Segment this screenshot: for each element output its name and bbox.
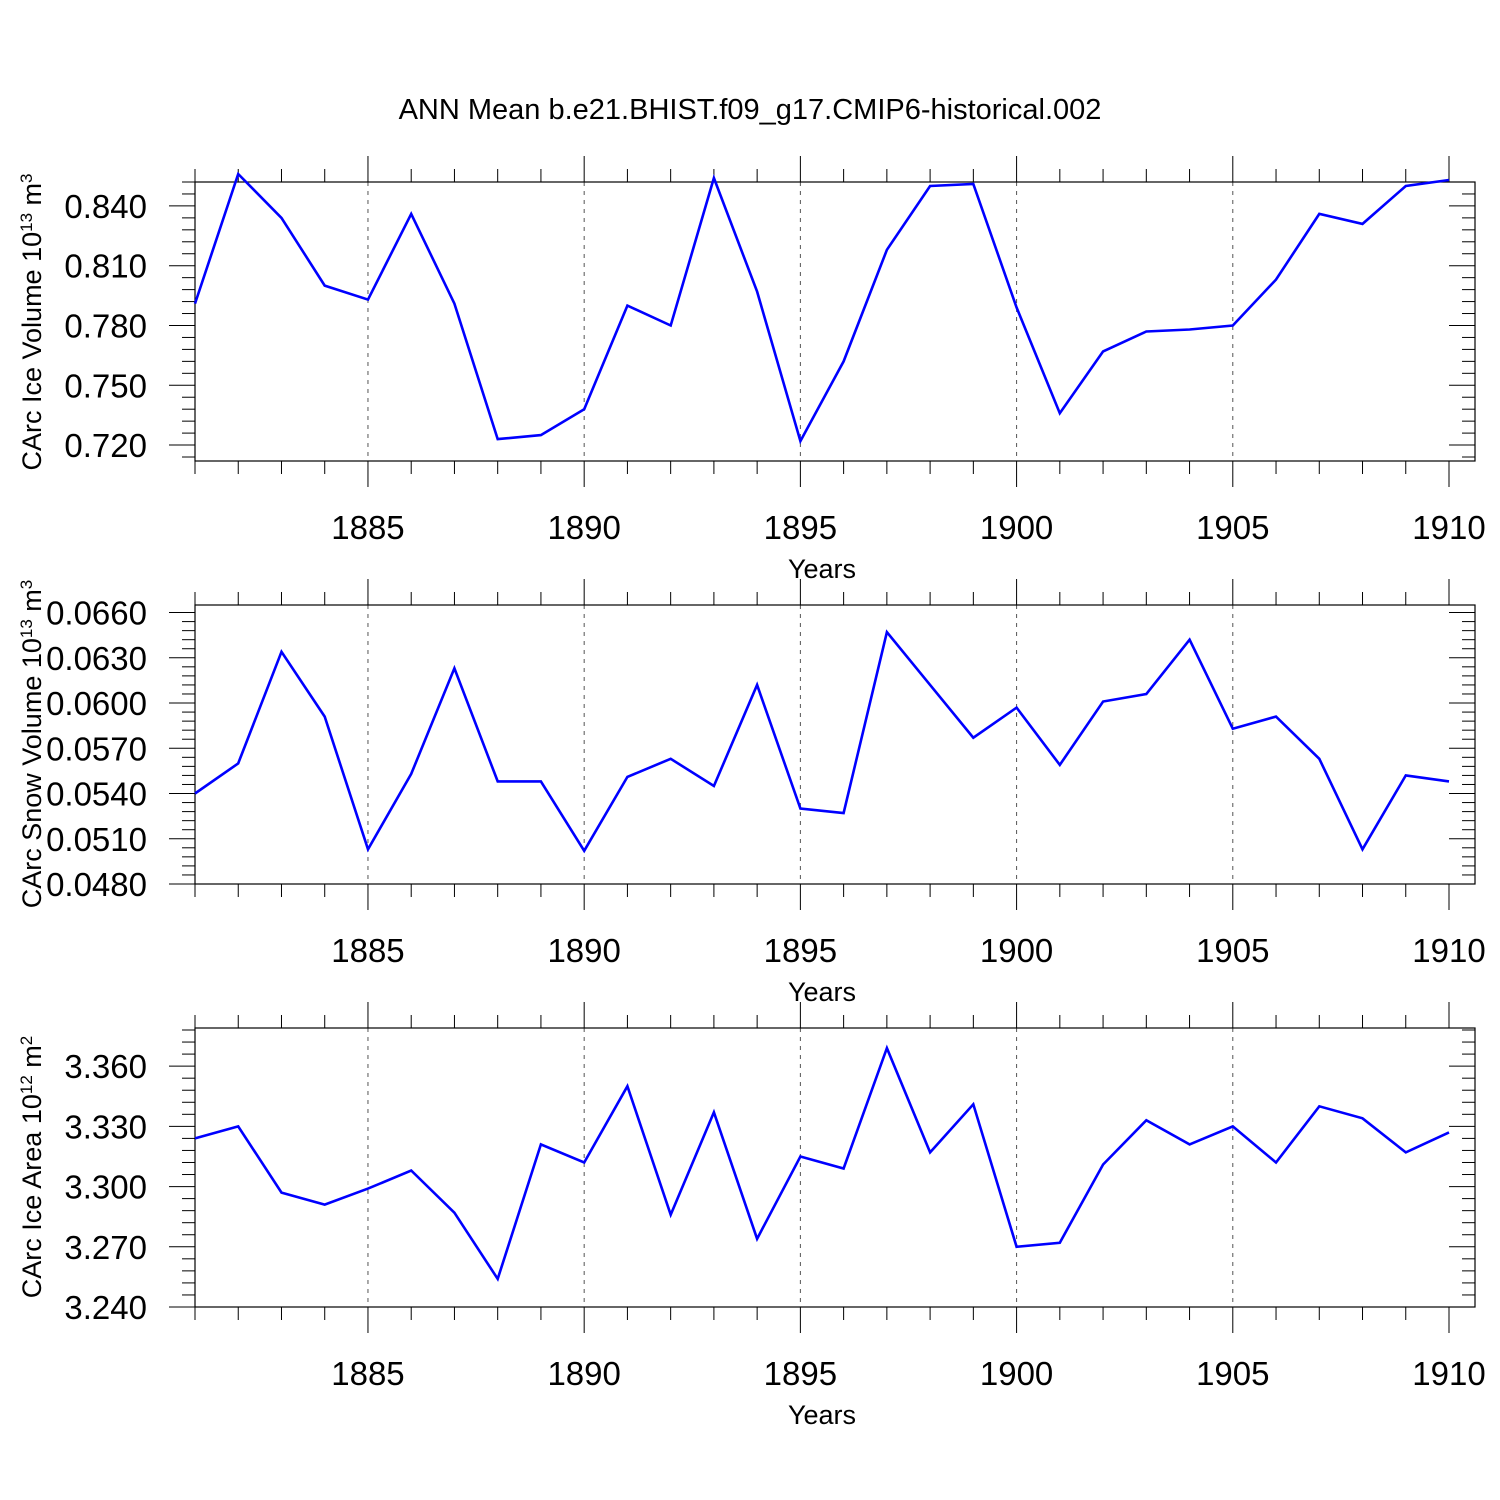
x-tick-label: 1895 — [764, 932, 837, 969]
x-axis-label: Years — [788, 977, 856, 1007]
x-tick-label: 1890 — [547, 932, 620, 969]
y-tick-label: 0.0660 — [46, 595, 147, 632]
x-tick-label: 1885 — [331, 1355, 404, 1392]
chart-panel-3: 3.240 3.270 3.300 3.330 3.360 1885 1890 1895 190… — [17, 1002, 1486, 1430]
plot-frame — [194, 604, 1476, 885]
y-tick-label: 0.0600 — [46, 685, 147, 722]
x-tick-label: 1895 — [764, 1355, 837, 1392]
y-tick-label: 0.0480 — [46, 866, 147, 903]
x-tick-label: 1900 — [980, 1355, 1053, 1392]
x-tick-label: 1900 — [980, 509, 1053, 546]
y-tick-label: 3.330 — [64, 1108, 147, 1145]
figure-title: ANN Mean b.e21.BHIST.f09_g17.CMIP6-histo… — [399, 94, 1102, 126]
x-axis-label: Years — [788, 554, 856, 584]
x-tick-label: 1885 — [331, 932, 404, 969]
y-tick-label: 0.0510 — [46, 821, 147, 858]
y-tick-label: 0.0570 — [46, 730, 147, 767]
y-tick-label: 0.720 — [64, 427, 147, 464]
series-line — [193, 171, 1450, 445]
y-tick-label: 0.750 — [64, 367, 147, 404]
series-line — [194, 629, 1450, 854]
y-tick-label: 0.0630 — [46, 640, 147, 677]
y-tick-label: 3.240 — [64, 1289, 147, 1326]
y-tick-label: 0.810 — [64, 248, 147, 285]
x-tick-label: 1900 — [980, 932, 1053, 969]
y-tick-label: 3.300 — [64, 1169, 147, 1206]
x-tick-label: 1910 — [1412, 932, 1485, 969]
y-tick-label: 3.360 — [64, 1048, 147, 1085]
y-axis-label: CArc Ice Area 1012 m2 — [17, 1036, 48, 1299]
x-axis-label: Years — [788, 1400, 856, 1430]
panels: 0.720 0.750 0.780 0.810 0.840 1885 1890 1895 190… — [17, 156, 1486, 1430]
y-tick-label: 0.780 — [64, 307, 147, 344]
plot-frame — [194, 1027, 1476, 1308]
chart-panel-2: 0.0480 0.0510 0.0540 0.0570 0.0600 0.0630 0.06… — [17, 579, 1486, 1007]
x-tick-label: 1890 — [547, 1355, 620, 1392]
x-tick-label: 1910 — [1412, 509, 1485, 546]
y-tick-label: 0.0540 — [46, 776, 147, 813]
x-tick-label: 1895 — [764, 509, 837, 546]
x-tick-label: 1890 — [547, 509, 620, 546]
y-axis-label: CArc Snow Volume 1013 m3 — [17, 580, 48, 909]
plot-frame — [194, 181, 1476, 462]
x-tick-label: 1885 — [331, 509, 404, 546]
series-line — [194, 1044, 1450, 1282]
y-axis-label: CArc Ice Volume 1013 m3 — [17, 173, 48, 470]
x-tick-label: 1910 — [1412, 1355, 1485, 1392]
x-tick-label: 1905 — [1196, 932, 1269, 969]
y-tick-label: 0.840 — [64, 188, 147, 225]
chart-panel-1: 0.720 0.750 0.780 0.810 0.840 1885 1890 1895 190… — [17, 156, 1486, 584]
y-tick-label: 3.270 — [64, 1229, 147, 1266]
x-tick-label: 1905 — [1196, 509, 1269, 546]
x-tick-label: 1905 — [1196, 1355, 1269, 1392]
